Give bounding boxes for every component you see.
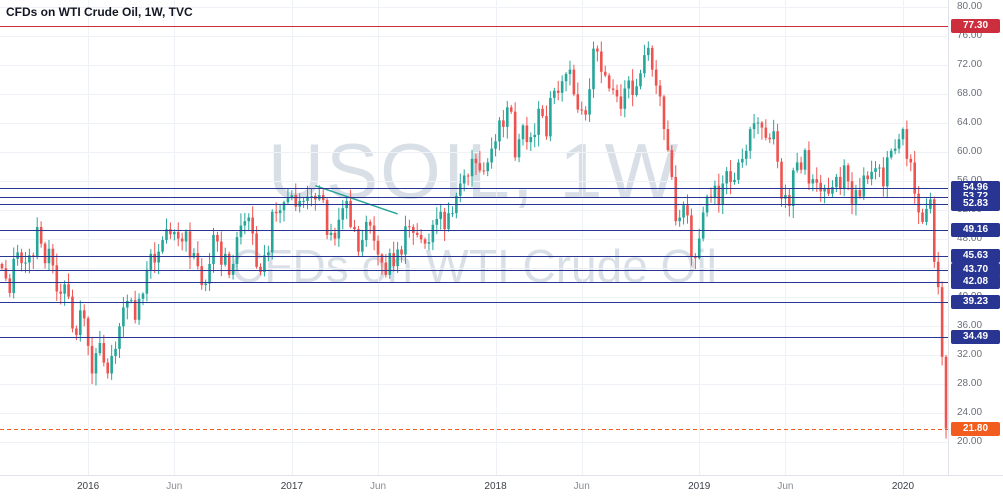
time-tick-label: Jun: [166, 481, 183, 492]
price-tick-label: 60.00: [957, 145, 983, 157]
price-level-badge: 49.16: [951, 223, 1000, 238]
chart-legend-title[interactable]: CFDs on WTI Crude Oil, 1W, TVC: [6, 5, 193, 19]
chart-plot-area[interactable]: USOIL, 1W CFDs on WTI Crude Oil CFDs on …: [0, 0, 948, 475]
price-axis[interactable]: 80.0076.0072.0068.0064.0060.0056.0052.00…: [948, 0, 1003, 475]
chart-canvas[interactable]: [0, 0, 948, 475]
price-tick-label: 24.00: [957, 406, 983, 418]
price-tick-label: 76.00: [957, 29, 983, 41]
price-level-badge: 77.30: [951, 19, 1000, 34]
price-tick-label: 48.00: [957, 232, 983, 244]
time-tick-label: 2018: [484, 481, 507, 492]
price-level-badge: 39.23: [951, 295, 1000, 310]
time-axis[interactable]: 2016 Jun 2017 Jun 2018 Jun 2019 Jun 2020: [0, 475, 1003, 497]
price-level-badge: 34.49: [951, 329, 1000, 344]
time-tick-label: Jun: [777, 481, 794, 492]
last-price-badge: 21.80: [951, 421, 1000, 436]
time-tick-label: 2020: [891, 481, 915, 492]
time-tick-label: 2016: [77, 481, 100, 492]
price-level-badge: 43.70: [951, 262, 1000, 277]
price-tick-label: 32.00: [957, 348, 983, 360]
price-level-badge: 52.83: [951, 196, 1000, 211]
time-tick-label: 2019: [688, 481, 711, 492]
price-level-badge: 45.63: [951, 248, 1000, 263]
price-tick-label: 56.00: [957, 174, 983, 186]
time-tick-label: Jun: [573, 481, 590, 492]
price-tick-label: 80.00: [957, 0, 983, 12]
time-tick-label: Jun: [369, 481, 387, 492]
price-tick-label: 68.00: [957, 87, 983, 99]
price-level-badge: 42.08: [951, 274, 1000, 289]
price-tick-label: 64.00: [957, 116, 983, 128]
time-tick-label: 2017: [280, 481, 303, 492]
price-tick-label: 20.00: [957, 435, 983, 447]
price-tick-label: 28.00: [957, 377, 983, 389]
price-tick-label: 72.00: [957, 58, 983, 70]
price-tick-label: 36.00: [957, 319, 983, 331]
